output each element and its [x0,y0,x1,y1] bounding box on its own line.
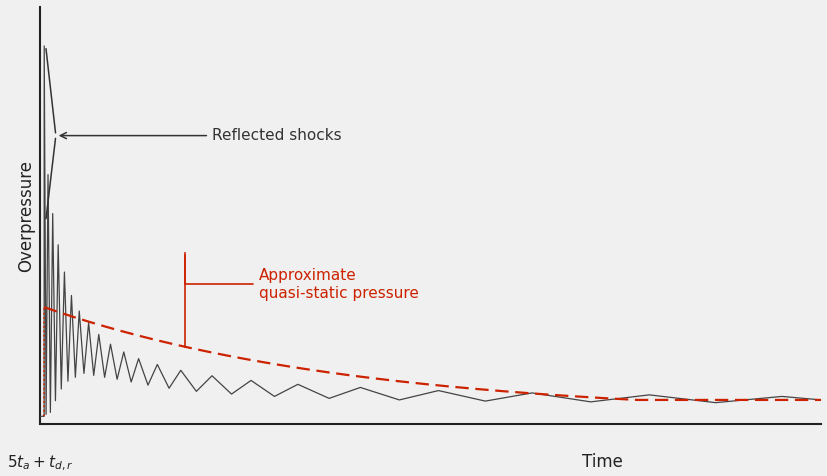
Text: Approximate
quasi-static pressure: Approximate quasi-static pressure [184,255,418,300]
Text: $5t_a + t_{d,r}$: $5t_a + t_{d,r}$ [7,453,74,473]
Text: Reflected shocks: Reflected shocks [60,128,342,143]
Text: Time: Time [581,453,622,471]
Y-axis label: Overpressure: Overpressure [17,159,35,271]
